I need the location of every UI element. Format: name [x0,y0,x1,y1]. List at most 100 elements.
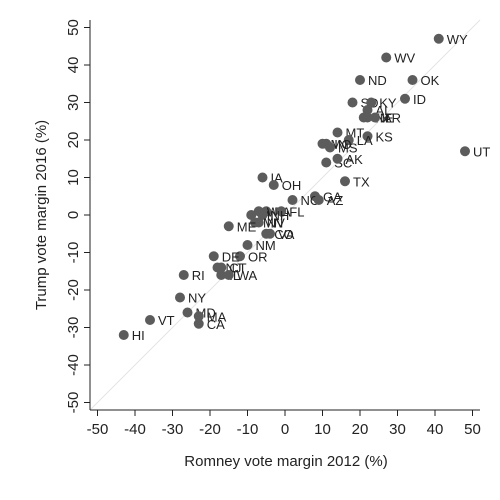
point-label-co: CO [274,227,294,242]
data-point-nj [212,262,223,273]
data-point-ia [257,172,268,183]
point-label-wy: WY [447,32,468,47]
point-label-in: IN [334,137,347,152]
point-label-id: ID [413,92,426,107]
x-tick-label: 50 [464,421,481,438]
data-point-nd [355,75,365,85]
point-label-il: IL [229,268,240,283]
reference-diagonal-line [89,19,481,411]
x-tick-label: -10 [237,421,259,438]
point-label-ri: RI [192,268,205,283]
point-label-ak: AK [346,152,364,167]
y-tick-label: 50 [65,19,82,36]
y-axis-title: Trump vote margin 2016 (%) [33,120,50,310]
data-point-wv [381,52,392,63]
y-tick-label: 30 [65,94,82,111]
point-label-mo: MO [331,137,352,152]
data-point-fl [276,206,287,217]
point-label-ok: OK [421,73,440,88]
y-tick-label: -40 [65,354,82,376]
point-label-va: VA [278,227,295,242]
data-point-me [223,221,234,232]
point-label-mn: MN [263,216,283,231]
x-tick-label: -30 [162,421,184,438]
data-point-mi [246,210,257,220]
point-label-de: DE [222,249,240,264]
point-label-wv: WV [394,51,415,66]
point-label-or: OR [248,249,268,264]
point-label-ut: UT [473,144,490,159]
data-point-ri [178,270,189,280]
data-point-ky [366,97,377,108]
data-point-ut [460,146,470,157]
data-point-ny [175,292,185,303]
data-point-hi [118,330,129,340]
point-label-ny: NY [188,291,206,306]
point-label-ne: NE [376,111,394,126]
x-axis-ticks: -50 -40 -30 -20 -10 0 10 20 30 40 50 [87,410,481,438]
data-point-vt [145,315,155,325]
x-tick-label: 20 [352,421,369,438]
data-point-in [321,138,332,149]
data-point-ca [193,318,204,329]
point-label-la: LA [357,133,373,148]
y-tick-label: 10 [65,169,82,186]
y-tick-label: 20 [65,132,82,149]
data-point-nv [253,217,264,228]
data-point-va [265,228,275,239]
point-label-oh: OH [282,178,302,193]
point-label-nm: NM [256,238,276,253]
data-point-il [216,270,227,280]
data-point-or [235,251,245,262]
data-point-ne [362,112,373,123]
point-label-me: ME [237,219,257,234]
x-tick-label: -40 [124,421,146,438]
point-label-nc: NC [301,193,320,208]
y-tick-label: -10 [65,242,82,264]
y-tick-label: 40 [65,57,82,74]
data-point-sd [347,97,358,108]
point-label-vt: VT [158,313,175,328]
y-tick-label: -30 [65,317,82,339]
point-label-nd: ND [368,73,387,88]
data-point-id [400,93,410,104]
data-point-de [208,251,219,262]
x-tick-label: 40 [427,421,444,438]
point-label-tx: TX [353,174,370,189]
data-point-mt [332,127,343,138]
point-label-ky: KY [379,96,397,111]
data-point-ks [362,131,373,142]
x-axis-title: Romney vote margin 2012 (%) [184,453,387,470]
point-label-ks: KS [376,129,394,144]
data-point-la [343,135,354,145]
y-tick-label: -50 [65,392,82,414]
data-point-oh [268,180,279,190]
point-label-az: AZ [327,193,344,208]
x-tick-label: 10 [314,421,331,438]
x-tick-label: -50 [87,421,109,438]
point-label-fl: FL [289,204,304,219]
data-point-wa [223,270,234,280]
point-label-ar: AR [383,111,401,126]
data-point-nc [287,195,298,205]
point-label-ca: CA [207,317,225,332]
point-label-hi: HI [132,328,145,343]
x-tick-label: -20 [199,421,221,438]
point-label-ct: CT [229,261,246,276]
point-label-nh: NH [271,208,290,223]
data-point-nh [257,210,268,220]
x-tick-label: 0 [281,421,289,438]
y-tick-label: 0 [65,211,82,219]
data-point-nm [242,240,253,250]
data-point-ar [370,112,380,123]
data-point-sc [321,157,332,168]
point-label-al: AL [376,103,392,118]
point-label-wa: WA [237,268,258,283]
data-point-ma [193,311,204,322]
data-point-ak [332,153,343,164]
point-label-ga: GA [323,189,342,204]
y-axis-ticks: -50 -40 -30 -20 -10 0 10 20 30 40 50 [65,19,90,413]
data-point-wy [433,33,444,44]
point-label-ms: MS [338,141,358,156]
